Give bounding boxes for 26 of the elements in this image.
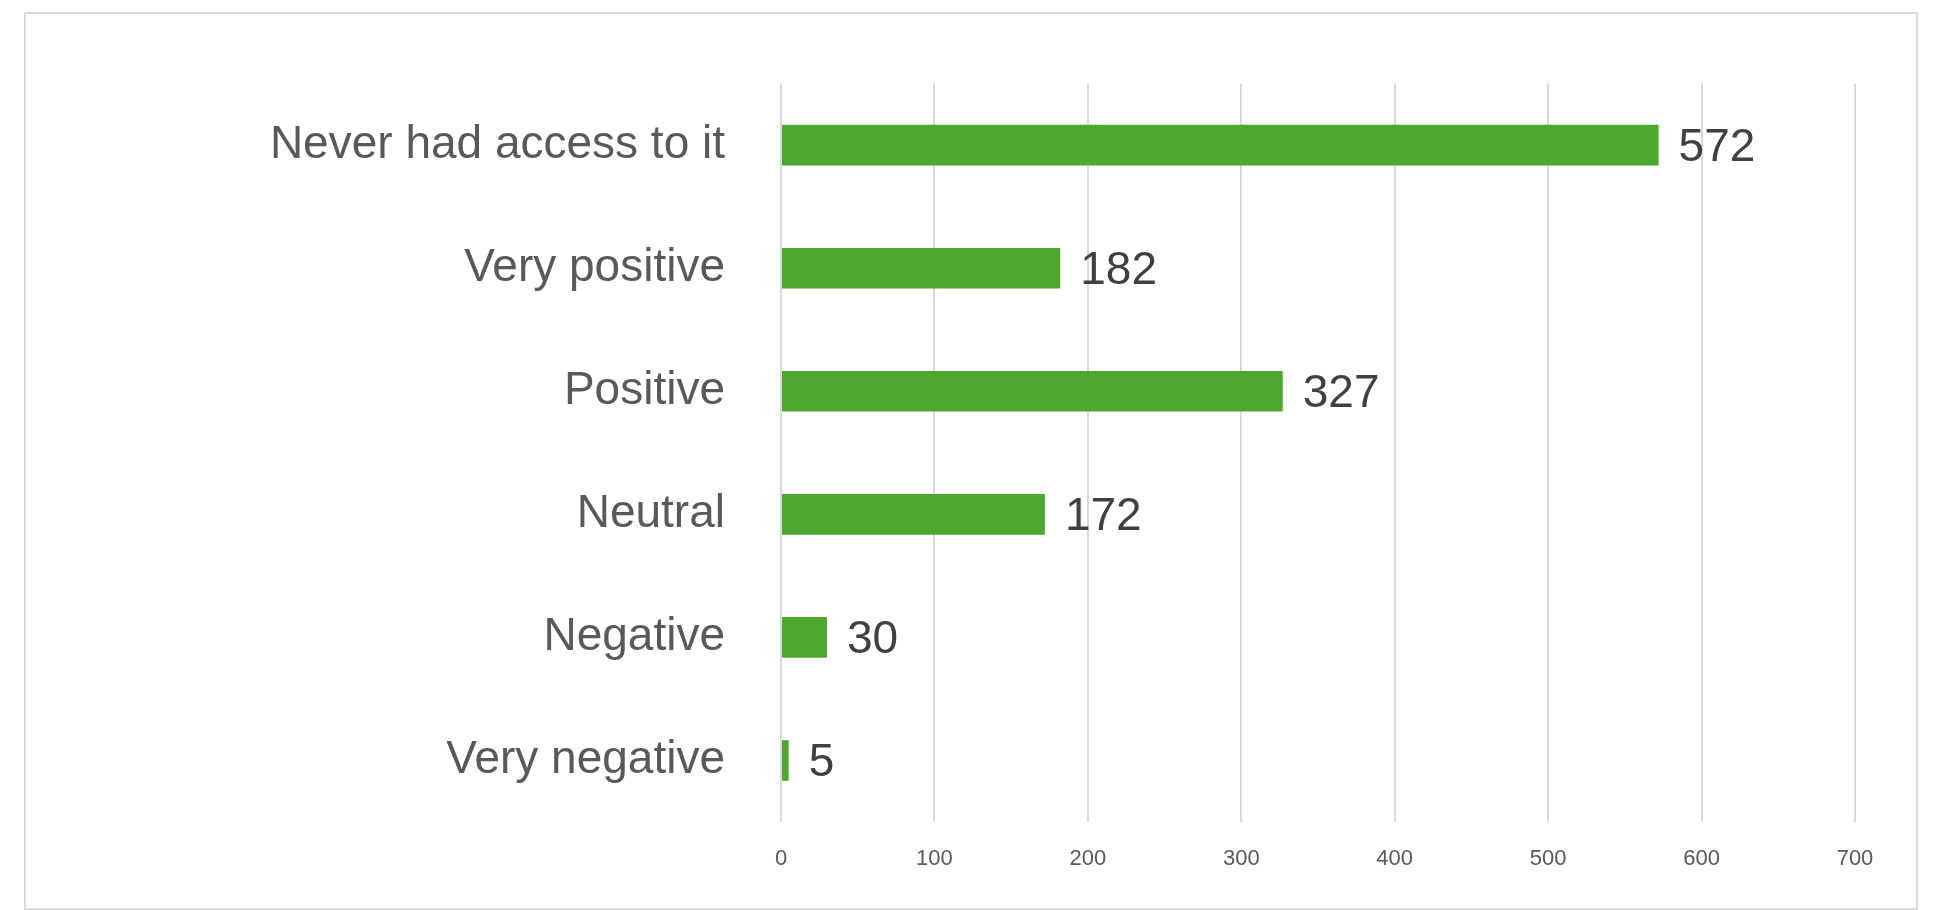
y-tick-label: Positive [563, 361, 725, 414]
x-tick-label: 200 [1069, 845, 1107, 871]
x-tick-label: 400 [1376, 845, 1414, 871]
y-tick-label: Very positive [464, 238, 725, 291]
bar [782, 247, 1061, 289]
y-tick-label: Very negative [446, 731, 725, 784]
x-tick-label: 700 [1836, 845, 1874, 871]
x-tick-label: 0 [774, 845, 788, 871]
y-tick-label: Negative [543, 608, 725, 661]
x-tick-label: 300 [1222, 845, 1260, 871]
data-label: 172 [1064, 488, 1142, 541]
bar [782, 617, 828, 658]
y-tick-label: Neutral [576, 485, 725, 538]
bar [782, 370, 1283, 412]
x-tick-label: 500 [1529, 845, 1567, 871]
data-label: 30 [847, 611, 899, 664]
bar [782, 124, 1659, 166]
data-label: 5 [808, 734, 835, 787]
bar [782, 494, 1045, 535]
x-tick-label: 600 [1683, 845, 1720, 871]
y-tick-label: Never had access to it [269, 115, 726, 168]
x-tick-label: 100 [916, 845, 953, 871]
data-label: 327 [1302, 364, 1380, 417]
data-label: 182 [1080, 241, 1157, 294]
bar [782, 740, 789, 781]
data-label: 572 [1678, 118, 1756, 171]
